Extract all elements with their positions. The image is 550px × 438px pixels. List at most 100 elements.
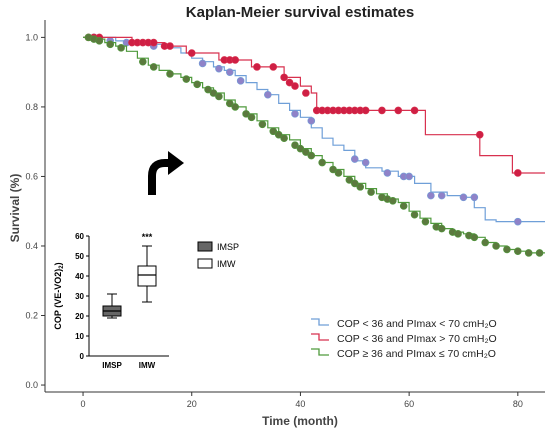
censor-marker	[361, 106, 370, 115]
inset-category-label: IMSP	[102, 361, 122, 370]
censor-marker	[475, 130, 484, 139]
y-tick-label: 1.0	[25, 32, 38, 42]
censor-marker	[410, 106, 419, 115]
y-axis-title: Survival (%)	[8, 174, 22, 243]
censor-marker	[514, 217, 522, 226]
censor-marker	[350, 179, 359, 188]
censor-marker	[410, 210, 419, 219]
km-ticks: 0 20 40 60 80 0.0 0.2 0.4 0.6 0.8 1.0	[25, 32, 522, 409]
significance-annotation: ***	[142, 232, 153, 242]
censor-marker	[117, 44, 125, 52]
inset-ticks: 0 10 20 30 40 50 60	[75, 232, 89, 361]
censor-marker	[524, 249, 533, 257]
km-legend: COP < 36 and PImax < 70 cmH₂O COP < 36 an…	[311, 318, 497, 360]
inset-legend-swatch	[197, 241, 213, 252]
x-tick-label: 60	[404, 399, 414, 409]
inset-legend-label: IMW	[217, 259, 236, 269]
inset-y-axis-title: COP (VE-VO2)2)	[53, 262, 65, 329]
censor-marker	[285, 78, 294, 87]
censor-marker	[269, 127, 278, 136]
x-axis-title: Time (month)	[262, 414, 338, 428]
censor-marker	[470, 193, 479, 202]
x-tick-label: 40	[295, 399, 305, 409]
legend-label: COP < 36 and PImax < 70 cmH₂O	[337, 318, 497, 330]
censor-marker	[274, 130, 283, 139]
x-tick-label: 0	[81, 399, 86, 409]
censor-marker	[427, 191, 435, 200]
inset-y-tick-label: 40	[75, 272, 84, 281]
box-imw	[137, 265, 157, 287]
inset-y-tick-label: 30	[75, 292, 84, 301]
censor-marker	[437, 224, 446, 233]
censor-marker	[182, 75, 191, 83]
censor-marker	[421, 217, 430, 226]
censor-marker	[334, 169, 343, 177]
censor-marker	[225, 68, 234, 76]
censor-marker	[296, 144, 305, 153]
censor-marker	[166, 70, 174, 78]
km-axes	[44, 20, 545, 393]
censor-marker	[514, 247, 522, 255]
censor-marker	[514, 169, 522, 177]
censor-marker	[481, 238, 490, 247]
inset-category-label: IMW	[139, 361, 156, 370]
censor-marker	[193, 80, 201, 89]
inset-boxes: IMSP IMW	[102, 245, 157, 370]
y-tick-label: 0.4	[25, 241, 38, 251]
censor-marker	[258, 120, 267, 129]
km-series-line-0	[83, 36, 545, 223]
censor-marker	[209, 89, 218, 97]
censor-marker	[454, 230, 462, 238]
censor-marker	[280, 134, 288, 143]
censor-marker	[225, 99, 234, 108]
censor-marker	[269, 63, 278, 71]
censor-marker	[383, 169, 392, 177]
censor-marker	[459, 193, 468, 202]
inset-y-tick-label: 10	[75, 332, 84, 341]
legend-label: COP ≥ 36 and PImax ≤ 70 cmH₂O	[337, 348, 496, 360]
censor-marker	[231, 103, 240, 111]
censor-marker	[437, 191, 446, 200]
censor-marker	[166, 42, 174, 50]
censor-marker	[247, 113, 256, 122]
censor-marker	[307, 151, 316, 160]
censor-marker	[535, 249, 544, 257]
censor-marker	[394, 106, 403, 115]
censor-marker	[291, 141, 299, 149]
censor-marker	[378, 106, 386, 115]
censor-marker	[198, 59, 207, 68]
legend-swatch	[311, 318, 329, 326]
y-tick-label: 0.6	[25, 171, 38, 181]
censor-marker	[187, 49, 196, 57]
y-tick-label: 0.2	[25, 311, 38, 321]
censor-marker	[149, 38, 158, 47]
censor-marker	[361, 158, 370, 167]
inset-y-tick-label: 0	[80, 352, 85, 361]
censor-marker	[280, 73, 288, 82]
inset-boxplot: 0 10 20 30 40 50 60 IMSP IMW *** COP (VE-VO2)2)…	[53, 222, 239, 380]
legend-label: COP < 36 and PImax > 70 cmH₂O	[337, 333, 497, 345]
inset-y-tick-label: 20	[75, 312, 84, 321]
censor-marker	[215, 92, 223, 101]
censor-marker	[329, 165, 337, 174]
censor-marker	[302, 148, 310, 156]
censor-marker	[236, 77, 245, 85]
censor-marker	[405, 172, 413, 181]
censor-marker	[204, 85, 212, 94]
censor-marker	[231, 56, 240, 64]
x-tick-label: 80	[513, 399, 523, 409]
censor-marker	[139, 57, 147, 66]
censor-marker	[345, 176, 354, 184]
y-tick-label: 0.8	[25, 102, 38, 112]
censor-marker	[215, 64, 223, 73]
legend-swatch	[311, 333, 329, 341]
censor-marker	[264, 90, 272, 99]
censor-marker	[291, 110, 299, 118]
inset-y-tick-label: 60	[75, 232, 84, 241]
inset-y-tick-label: 50	[75, 252, 84, 261]
x-tick-label: 20	[187, 399, 197, 409]
km-series-group	[83, 33, 545, 257]
censor-marker	[318, 158, 326, 167]
